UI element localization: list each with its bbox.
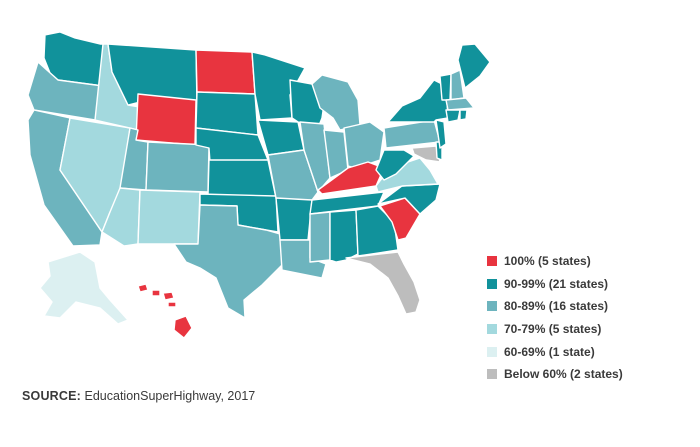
state-massachusetts	[445, 97, 475, 111]
state-new-jersey	[435, 119, 447, 149]
state-maryland	[411, 145, 441, 163]
state-texas	[173, 204, 283, 319]
state-ohio	[343, 121, 385, 169]
state-alabama	[329, 209, 359, 263]
legend-swatch	[487, 256, 497, 267]
state-west-virginia	[375, 149, 415, 181]
legend-swatch	[487, 346, 497, 357]
legend-label: 60-69% (1 state)	[504, 344, 595, 359]
legend-label: 80-89% (16 states)	[504, 299, 609, 314]
source-note: SOURCE: EducationSuperHighway, 2017	[22, 389, 255, 403]
state-maine	[457, 43, 491, 89]
state-colorado	[145, 141, 210, 193]
legend-label: 100% (5 states)	[504, 254, 591, 269]
state-iowa	[257, 119, 305, 156]
state-connecticut	[445, 109, 461, 123]
legend-swatch	[487, 301, 497, 312]
legend-label: 90-99% (21 states)	[504, 276, 609, 291]
state-hawaii	[137, 283, 193, 339]
state-north-dakota	[195, 49, 256, 95]
legend-label: Below 60% (2 states)	[504, 367, 623, 382]
legend-swatch	[487, 324, 497, 335]
state-alaska	[39, 251, 129, 325]
source-label: SOURCE:	[22, 389, 82, 403]
state-pennsylvania	[383, 119, 441, 149]
legend-label: 70-79% (5 states)	[504, 322, 602, 337]
state-michigan	[311, 74, 361, 131]
state-new-york	[387, 79, 449, 123]
state-arkansas	[275, 197, 313, 241]
state-mississippi	[309, 211, 331, 263]
legend-item: Below 60% (2 states)	[487, 363, 623, 386]
state-wyoming	[135, 93, 197, 146]
legend: 100% (5 states) 90-99% (21 states) 80-89% …	[487, 250, 623, 386]
state-kansas	[207, 159, 277, 199]
legend-swatch	[487, 369, 497, 380]
state-florida	[345, 251, 421, 315]
state-rhode-island	[459, 109, 468, 121]
legend-item: 70-79% (5 states)	[487, 318, 623, 341]
legend-item: 100% (5 states)	[487, 250, 623, 273]
state-new-mexico	[137, 189, 201, 245]
legend-item: 80-89% (16 states)	[487, 295, 623, 318]
legend-item: 60-69% (1 state)	[487, 340, 623, 363]
state-vermont	[439, 73, 452, 101]
legend-item: 90-99% (21 states)	[487, 273, 623, 296]
source-text: EducationSuperHighway, 2017	[81, 389, 256, 403]
legend-swatch	[487, 278, 497, 289]
